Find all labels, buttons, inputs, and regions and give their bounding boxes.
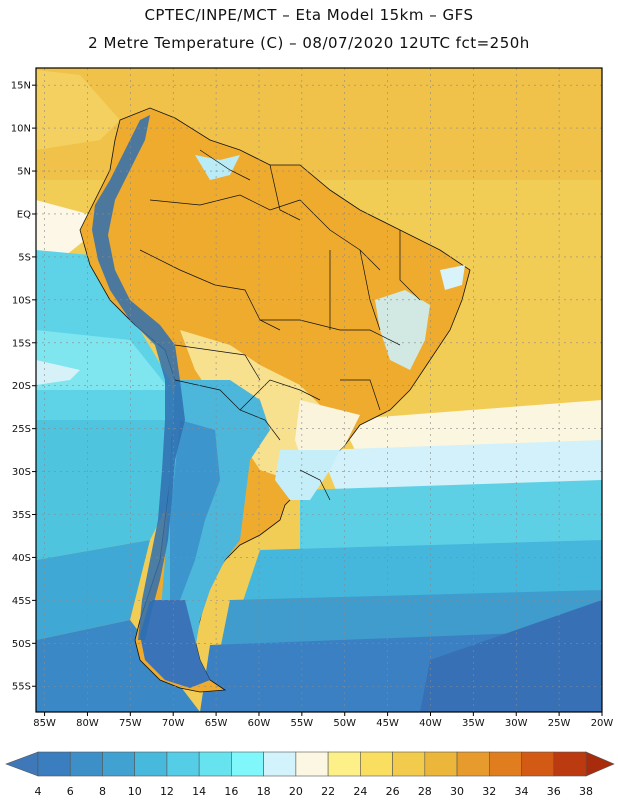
- colorbar-label: 34: [515, 785, 529, 798]
- colorbar-arrow-low: [5, 751, 39, 777]
- lon-label: 40W: [419, 718, 442, 729]
- ocean-band-atlantic-6: [420, 600, 602, 712]
- colorbar-label: 22: [321, 785, 335, 798]
- lat-label: 55S: [12, 682, 31, 693]
- colorbar-swatch: [102, 751, 136, 777]
- colorbar-label: 24: [353, 785, 367, 798]
- colorbar-swatch: [166, 751, 200, 777]
- lon-label: 45W: [376, 718, 399, 729]
- lon-label: 20W: [591, 718, 614, 729]
- colorbar-label: 30: [450, 785, 464, 798]
- lat-label: 30S: [12, 467, 31, 478]
- lat-label: 5S: [18, 252, 31, 263]
- lon-label: 55W: [291, 718, 314, 729]
- colorbar-arrow-high: [585, 751, 615, 777]
- colorbar-swatch: [392, 751, 426, 777]
- lat-label: 10S: [12, 295, 31, 306]
- colorbar-swatch: [37, 751, 71, 777]
- colorbar-swatch: [327, 751, 361, 777]
- land-region-18: [275, 450, 340, 500]
- map-title: CPTEC/INPE/MCT – Eta Model 15km – GFS: [144, 6, 474, 24]
- lon-label: 30W: [505, 718, 528, 729]
- colorbar-swatch: [553, 751, 587, 777]
- lat-label: 10N: [11, 124, 31, 135]
- lat-label: 45S: [12, 596, 31, 607]
- lat-label: EQ: [17, 209, 31, 220]
- colorbar-label: 10: [128, 785, 142, 798]
- lon-label: 50W: [333, 718, 356, 729]
- colorbar-label: 6: [67, 785, 74, 798]
- colorbar-label: 12: [160, 785, 174, 798]
- colorbar: 4 6 8 10 12 14 16 18 20 22 24 26 28 30 32 34 36 38: [5, 751, 615, 798]
- colorbar-swatch: [198, 751, 232, 777]
- ocean-patch-20: [36, 360, 80, 385]
- colorbar-swatch: [456, 751, 490, 777]
- highland-patch-north: [195, 155, 240, 180]
- lon-label: 60W: [248, 718, 271, 729]
- lon-label: 35W: [462, 718, 485, 729]
- colorbar-label: 14: [192, 785, 206, 798]
- colorbar-swatch: [69, 751, 103, 777]
- ocean-band-pacific-8: [36, 620, 200, 712]
- lat-label: 15S: [12, 338, 31, 349]
- colorbar-label: 28: [418, 785, 432, 798]
- colorbar-swatch: [134, 751, 168, 777]
- colorbar-swatch: [360, 751, 393, 777]
- lat-label: 5N: [17, 167, 31, 178]
- longitude-labels: 85W 80W 75W 70W 65W 60W 55W 50W 45W 40W 35W 30W 25W 2…: [33, 712, 613, 729]
- graticule: [36, 68, 602, 712]
- colorbar-label: 32: [482, 785, 496, 798]
- lon-label: 75W: [119, 718, 142, 729]
- colorbar-label: 8: [99, 785, 106, 798]
- colorbar-label: 36: [547, 785, 561, 798]
- andes-cold-strip: [92, 115, 185, 640]
- colorbar-swatch: [231, 751, 264, 777]
- highland-patch-east: [440, 265, 465, 290]
- highland-patch: [375, 290, 430, 370]
- lon-label: 85W: [33, 718, 56, 729]
- lat-label: 20S: [12, 381, 31, 392]
- ocean-band-atlantic-16: [300, 480, 602, 560]
- colorbar-swatch: [488, 751, 522, 777]
- colorbar-swatch: [295, 751, 329, 777]
- ocean-band-pacific-12: [36, 540, 150, 640]
- caribbean-band: [36, 70, 120, 150]
- map-subtitle: 2 Metre Temperature (C) – 08/07/2020 12U…: [88, 34, 530, 52]
- colorbar-swatch: [263, 751, 297, 777]
- country-borders: [139, 149, 421, 501]
- map-frame: [35, 67, 603, 713]
- lon-label: 25W: [548, 718, 571, 729]
- colorbar-label: 18: [257, 785, 271, 798]
- colorbar-label: 16: [224, 785, 238, 798]
- ocean-band-pacific-14: [36, 420, 180, 560]
- colorbar-swatch: [521, 751, 555, 777]
- land-region-6: [140, 600, 210, 688]
- latitude-labels: 15N 10N 5N EQ 5S 10S 15S 20S 25S 30S 35S 40S 45S 50S 5…: [11, 81, 36, 693]
- colorbar-label: 38: [579, 785, 593, 798]
- colorbar-swatch: [424, 751, 458, 777]
- lat-label: 35S: [12, 510, 31, 521]
- colorbar-label: 4: [35, 785, 42, 798]
- lat-label: 25S: [12, 424, 31, 435]
- lon-label: 80W: [76, 718, 99, 729]
- lon-label: 65W: [205, 718, 228, 729]
- colorbar-label: 26: [386, 785, 400, 798]
- lon-label: 70W: [162, 718, 185, 729]
- lat-label: 15N: [11, 81, 31, 92]
- colorbar-label: 20: [289, 785, 303, 798]
- lat-label: 50S: [12, 639, 31, 650]
- lat-label: 40S: [12, 553, 31, 564]
- land-region-10: [170, 420, 220, 600]
